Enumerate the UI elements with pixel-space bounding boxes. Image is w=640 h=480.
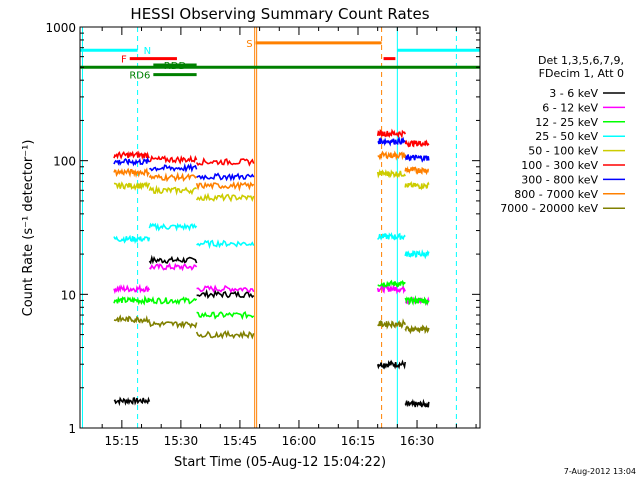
series-100-300-kev-segment-0 (113, 150, 150, 161)
series-300-800-kev-segment-2 (196, 172, 255, 182)
flag-label-rd6: RD6 (129, 71, 150, 82)
series-12-25-kev-segment-0 (113, 294, 151, 306)
series-3-6-kev-segment-4 (404, 398, 430, 408)
axes: 15:15 15:30 15:45 16:00 16:15 16:30 1 10 100 1000 (45, 21, 481, 448)
series-25-50-kev-segment-3 (377, 232, 406, 241)
x-tick-label-16-00: 16:00 (282, 434, 317, 448)
footer-timestamp: 7-Aug-2012 13:04 (564, 467, 636, 476)
series-50-100-kev-segment-4 (404, 180, 430, 191)
legend-label-7000-20000-kev: 7000 - 20000 keV (500, 202, 598, 215)
plot-area: NFSRDDRD6 (80, 27, 480, 428)
series-100-300-kev-segment-2 (195, 156, 255, 167)
series-6-12-kev-segment-2 (196, 284, 255, 294)
y-tick-label-1000: 1000 (45, 21, 76, 35)
series-3-6-kev-segment-2 (196, 288, 255, 300)
series-800-7000-kev-segment-0 (113, 167, 150, 178)
legend-label-12-25-kev: 12 - 25 keV (535, 116, 598, 129)
series-12-25-kev-segment-4 (404, 294, 430, 307)
legend-header-detectors: Det 1,3,5,6,7,9, (538, 54, 624, 67)
series-300-800-kev-segment-3 (377, 136, 406, 147)
y-tick-label-10: 10 (61, 288, 76, 302)
series-100-300-kev-segment-1 (148, 154, 198, 165)
plot-frame (79, 26, 481, 429)
x-axis-label: Start Time (05-Aug-12 15:04:22) (174, 455, 386, 470)
flag-label-s: S (246, 39, 252, 50)
series-12-25-kev-segment-2 (196, 310, 255, 321)
series-25-50-kev-segment-1 (148, 222, 198, 232)
series-800-7000-kev-segment-2 (195, 180, 255, 192)
series-100-300-kev-segment-4 (404, 139, 430, 148)
x-tick-label-16-15: 16:15 (341, 434, 376, 448)
series-7000-20000-kev-segment-0 (113, 314, 151, 324)
series-300-800-kev-segment-4 (404, 154, 430, 163)
chart-title: HESSI Observing Summary Count Rates (130, 5, 429, 23)
legend-header-decimation: FDecim 1, Att 0 (539, 67, 624, 80)
series-7000-20000-kev-segment-4 (404, 324, 430, 335)
series-7000-20000-kev-segment-3 (377, 318, 406, 330)
x-tick-label-15-30: 15:30 (164, 434, 199, 448)
x-tick-label-16-30: 16:30 (400, 434, 435, 448)
legend-label-50-100-kev: 50 - 100 keV (528, 145, 598, 158)
x-tick-label-15-45: 15:45 (223, 434, 258, 448)
series-12-25-kev-segment-3 (377, 279, 406, 289)
series-7000-20000-kev-segment-1 (148, 320, 198, 330)
series-50-100-kev-segment-0 (113, 181, 151, 191)
flag-label-n: N (144, 46, 151, 57)
series-12-25-kev-segment-1 (149, 296, 198, 306)
legend-label-25-50-kev: 25 - 50 keV (535, 130, 598, 143)
series-50-100-kev-segment-1 (148, 184, 197, 196)
series-800-7000-kev-segment-4 (404, 165, 429, 176)
series-100-300-kev-segment-3 (376, 128, 406, 139)
legend-label-3-6-kev: 3 - 6 keV (549, 87, 598, 100)
plot-inner: NFSRDDRD6 (80, 27, 480, 428)
legend-label-100-300-kev: 100 - 300 keV (521, 159, 598, 172)
x-tick-label-15-15: 15:15 (105, 434, 140, 448)
y-tick-label-1: 1 (68, 422, 76, 436)
series-3-6-kev-segment-1 (148, 254, 198, 265)
series-7000-20000-kev-segment-2 (195, 329, 255, 340)
flag-label-f: F (121, 55, 127, 66)
series-25-50-kev-segment-4 (404, 248, 430, 260)
series-6-12-kev-segment-0 (113, 283, 151, 295)
series-6-12-kev-segment-3 (376, 283, 406, 295)
series-50-100-kev-segment-2 (195, 192, 255, 203)
series-3-6-kev-segment-3 (376, 359, 406, 370)
y-axis-label: Count Rate (s⁻¹ detector⁻¹) (21, 140, 36, 317)
series-800-7000-kev-segment-1 (148, 171, 198, 183)
legend-label-300-800-kev: 300 - 800 keV (521, 173, 598, 186)
legend-label-6-12-kev: 6 - 12 keV (542, 101, 598, 114)
series-25-50-kev-segment-2 (196, 239, 255, 250)
series-3-6-kev-segment-0 (113, 396, 151, 407)
series-6-12-kev-segment-1 (149, 262, 198, 272)
legend-label-800-7000-kev: 800 - 7000 keV (514, 188, 598, 201)
series-800-7000-kev-segment-3 (377, 150, 406, 161)
series-50-100-kev-segment-3 (376, 168, 406, 179)
series-25-50-kev-segment-0 (113, 234, 151, 245)
series-300-800-kev-segment-0 (113, 156, 150, 167)
y-tick-label-100: 100 (53, 155, 76, 169)
series-300-800-kev-segment-1 (149, 162, 198, 173)
